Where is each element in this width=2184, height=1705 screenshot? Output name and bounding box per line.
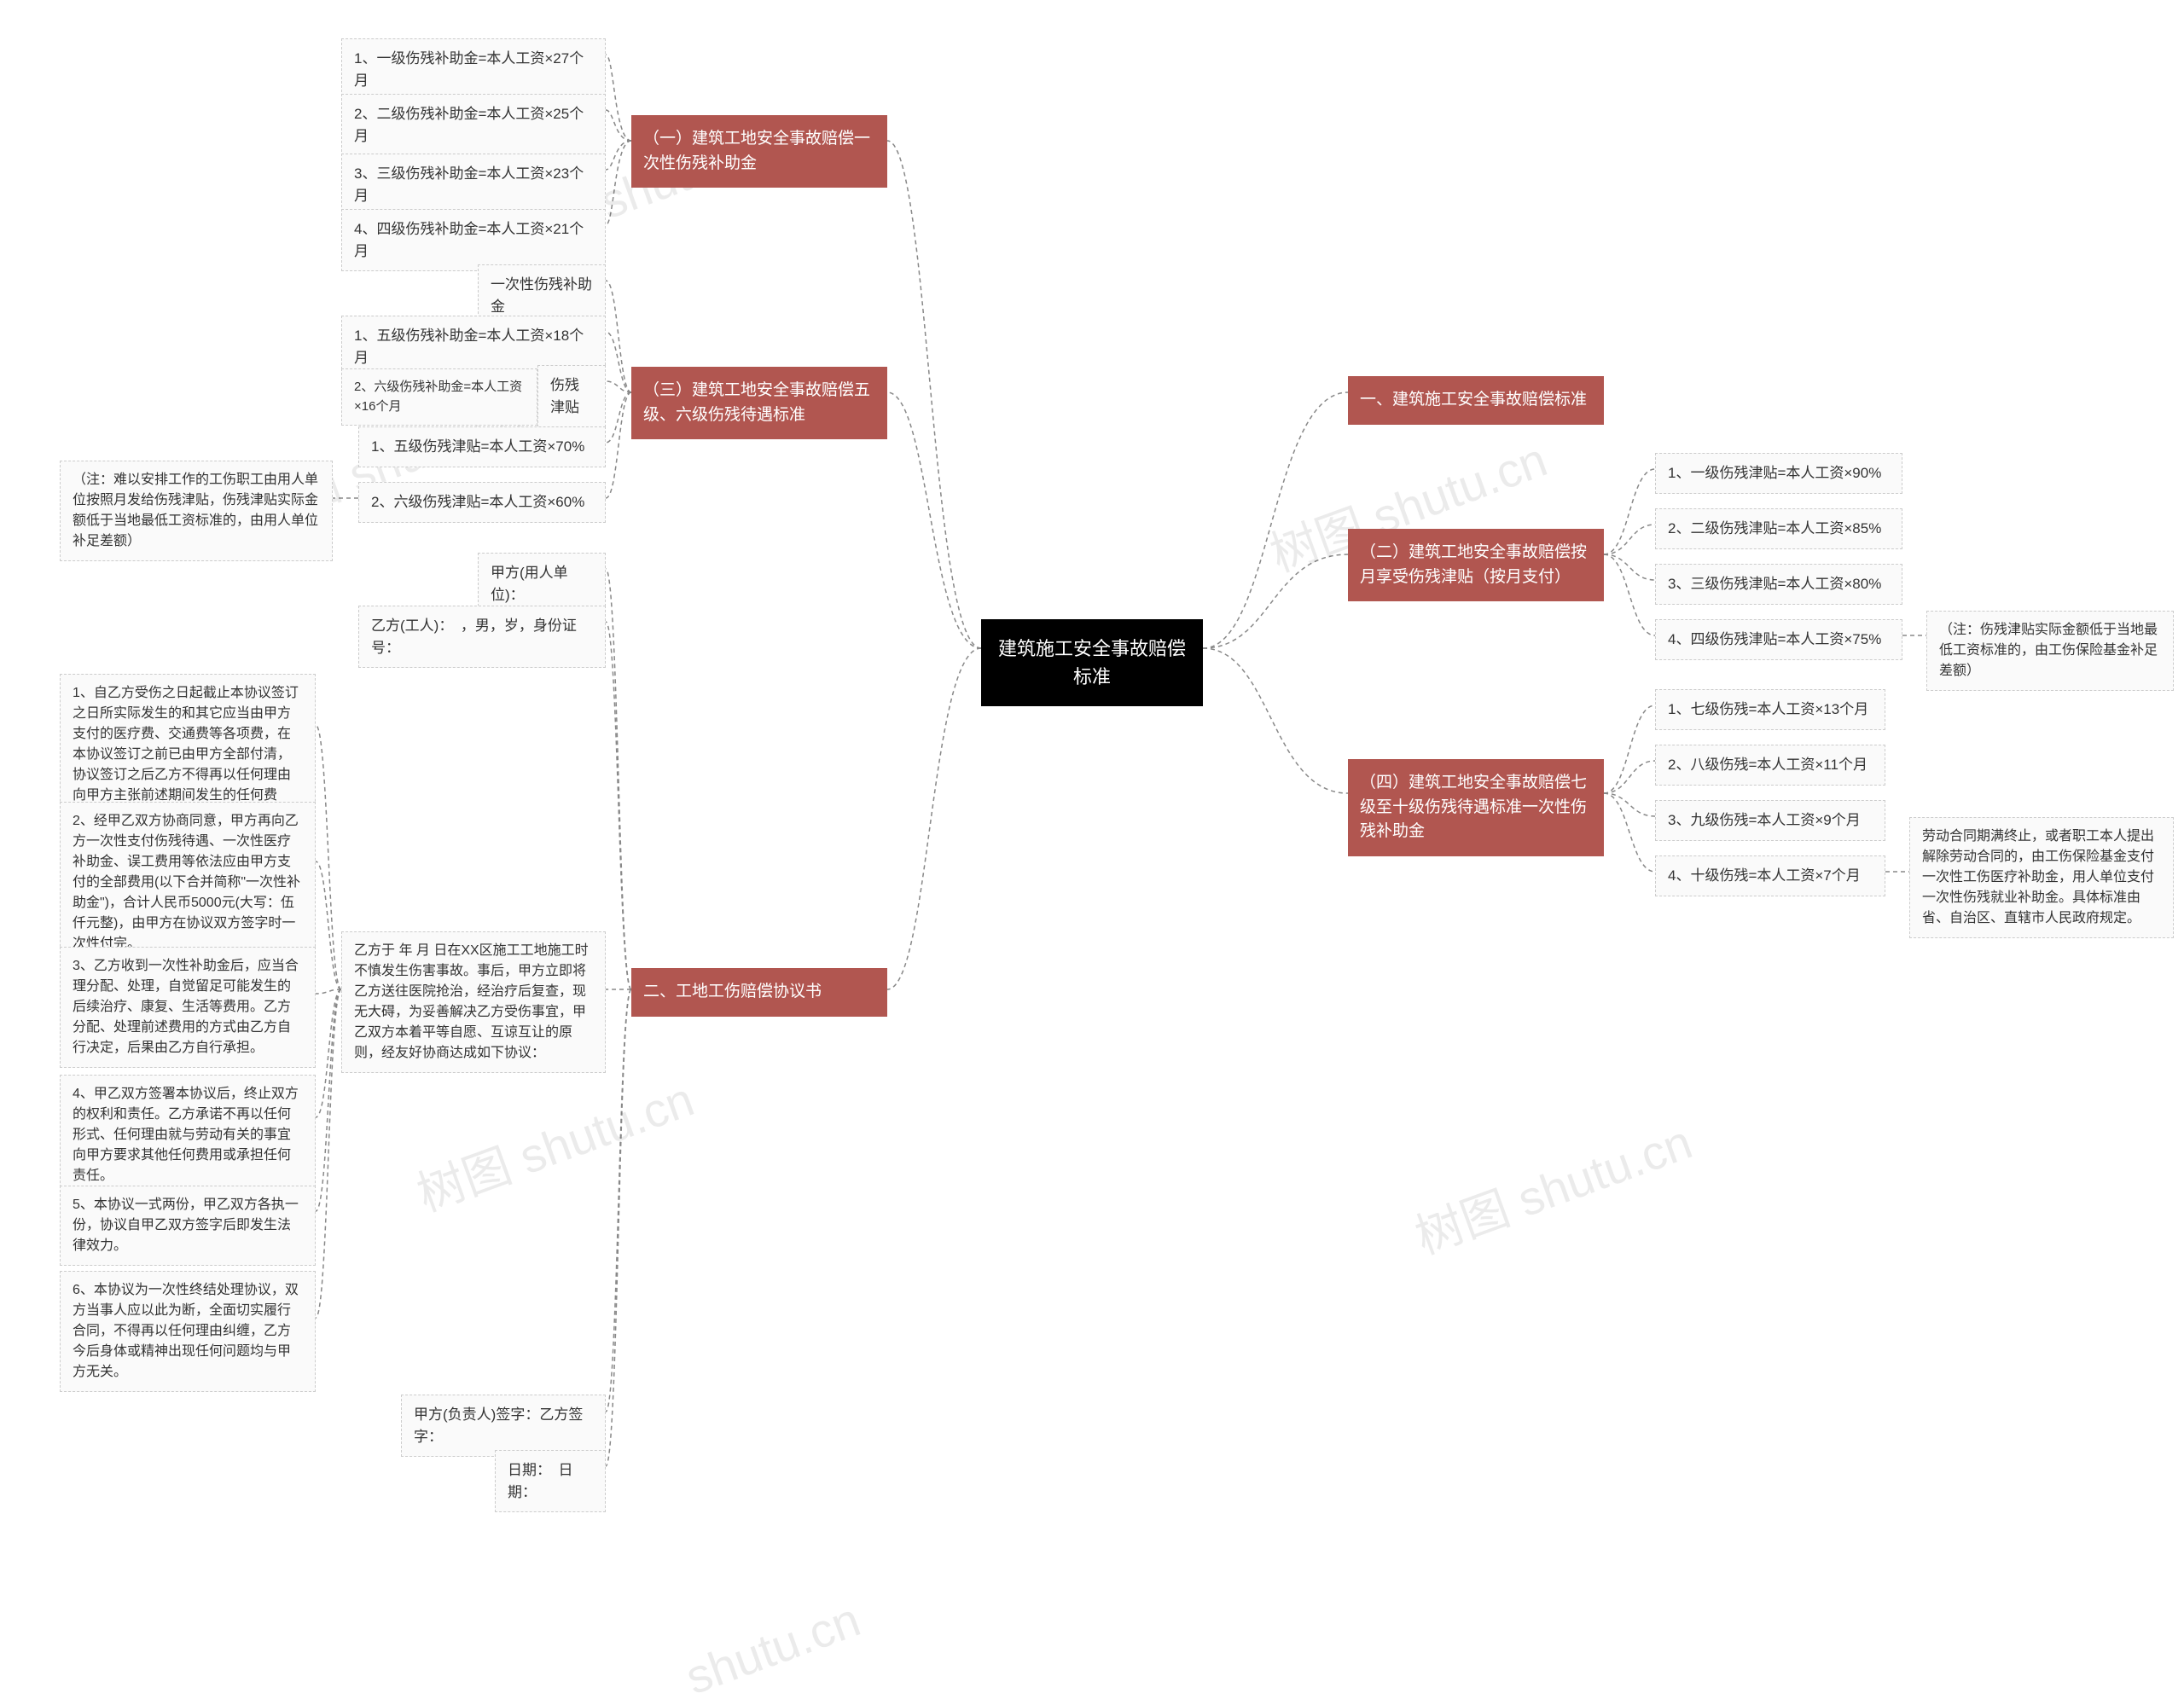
branch-agreement[interactable]: 二、工地工伤赔偿协议书 <box>631 968 887 1017</box>
leaf-r4-2[interactable]: 3、九级伤残=本人工资×9个月 <box>1655 800 1885 841</box>
leaf-la-3[interactable]: 3、乙方收到一次性补助金后，应当合理分配、处理，自觉留足可能发生的后续治疗、康复… <box>60 947 316 1068</box>
leaf-r4-3[interactable]: 4、十级伤残=本人工资×7个月 <box>1655 855 1885 896</box>
watermark: shutu.cn <box>678 1592 867 1705</box>
watermark: 树图 shutu.cn <box>1404 1104 1700 1267</box>
branch-r1[interactable]: 一、建筑施工安全事故赔偿标准 <box>1348 376 1604 425</box>
leaf-r2-0[interactable]: 1、一级伤残津贴=本人工资×90% <box>1655 453 1902 494</box>
leaf-r2-2[interactable]: 3、三级伤残津贴=本人工资×80% <box>1655 564 1902 605</box>
leaf-l1-3[interactable]: 4、四级伤残补助金=本人工资×21个月 <box>341 209 606 271</box>
leaf-l3-note[interactable]: （注：难以安排工作的工伤职工由用人单位按照月发给伤残津贴，伤残津贴实际金额低于当… <box>60 461 333 561</box>
leaf-r2-3[interactable]: 4、四级伤残津贴=本人工资×75% <box>1655 619 1902 660</box>
leaf-la-top-1[interactable]: 乙方(工人)： ，男，岁，身份证号： <box>358 606 606 668</box>
leaf-l1-0[interactable]: 1、一级伤残补助金=本人工资×27个月 <box>341 38 606 101</box>
leaf-l3-3[interactable]: 2、六级伤残补助金=本人工资×16个月 <box>341 368 537 426</box>
root-node[interactable]: 建筑施工安全事故赔偿标准 <box>981 619 1203 706</box>
leaf-la-4[interactable]: 4、甲乙双方签署本协议后，终止双方的权利和责任。乙方承诺不再以任何形式、任何理由… <box>60 1075 316 1196</box>
leaf-l3-5[interactable]: 2、六级伤残津贴=本人工资×60% <box>358 482 606 523</box>
branch-r4[interactable]: （四）建筑工地安全事故赔偿七级至十级伤残待遇标准一次性伤残补助金 <box>1348 759 1604 856</box>
branch-l1[interactable]: （一）建筑工地安全事故赔偿一次性伤残补助金 <box>631 115 887 188</box>
leaf-l1-1[interactable]: 2、二级伤残补助金=本人工资×25个月 <box>341 94 606 156</box>
watermark: 树图 shutu.cn <box>406 1061 702 1225</box>
leaf-l3-4[interactable]: 1、五级伤残津贴=本人工资×70% <box>358 426 606 467</box>
branch-r2[interactable]: （二）建筑工地安全事故赔偿按月享受伤残津贴（按月支付） <box>1348 529 1604 601</box>
leaf-la-6[interactable]: 6、本协议为一次性终结处理协议，双方当事人应以此为断，全面切实履行合同，不得再以… <box>60 1271 316 1392</box>
leaf-r2-note[interactable]: （注：伤残津贴实际金额低于当地最低工资标准的，由工伤保险基金补足差额） <box>1926 611 2174 691</box>
leaf-r4-1[interactable]: 2、八级伤残=本人工资×11个月 <box>1655 745 1885 786</box>
leaf-l3-2[interactable]: 伤残津贴 <box>537 365 606 427</box>
leaf-la-2[interactable]: 2、经甲乙双方协商同意，甲方再向乙方一次性支付伤残待遇、一次性医疗补助金、误工费… <box>60 802 316 964</box>
branch-l3[interactable]: （三）建筑工地安全事故赔偿五级、六级伤残待遇标准 <box>631 367 887 439</box>
leaf-la-sign[interactable]: 甲方(负责人)签字：乙方签字： <box>401 1395 606 1457</box>
leaf-l1-2[interactable]: 3、三级伤残补助金=本人工资×23个月 <box>341 154 606 216</box>
leaf-la-5[interactable]: 5、本协议一式两份，甲乙双方各执一份，协议自甲乙双方签字后即发生法律效力。 <box>60 1186 316 1266</box>
leaf-r4-note[interactable]: 劳动合同期满终止，或者职工本人提出解除劳动合同的，由工伤保险基金支付一次性工伤医… <box>1909 817 2174 938</box>
leaf-la-date[interactable]: 日期： 日期： <box>495 1450 606 1512</box>
leaf-la-mid[interactable]: 乙方于 年 月 日在XX区施工工地施工时不慎发生伤害事故。事后，甲方立即将乙方送… <box>341 931 606 1073</box>
leaf-r2-1[interactable]: 2、二级伤残津贴=本人工资×85% <box>1655 508 1902 549</box>
leaf-r4-0[interactable]: 1、七级伤残=本人工资×13个月 <box>1655 689 1885 730</box>
